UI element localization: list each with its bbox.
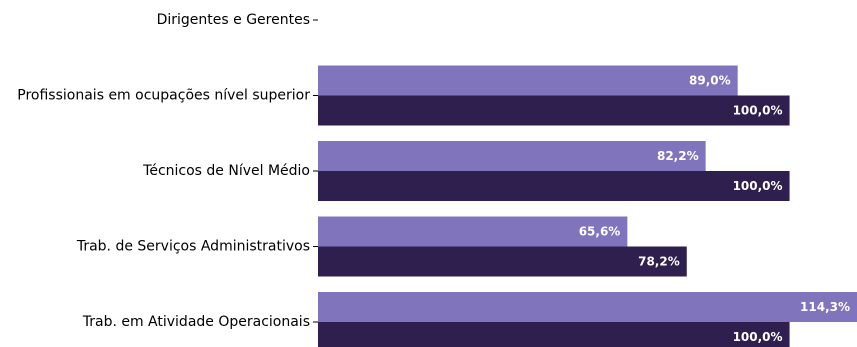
bar-series-2: [318, 95, 790, 126]
bar-series-1: [318, 141, 706, 171]
bar-series-1: [318, 292, 857, 322]
bar-value-label: 100,0%: [733, 104, 783, 118]
bar-value-label: 82,2%: [657, 149, 699, 163]
bar-series-2: [318, 246, 687, 277]
bar-series-1: [318, 216, 628, 247]
category-label: Trab. em Atividade Operacionais: [82, 314, 310, 330]
category-label: Trab. de Serviços Administrativos: [76, 239, 310, 255]
y-axis-ticks: [313, 19, 318, 323]
bar-value-label: 89,0%: [689, 74, 731, 88]
category-labels: Dirigentes e Gerentes Profissionais em oc…: [17, 12, 310, 330]
value-labels: 89,0% 100,0% 82,2% 100,0% 65,6% 78,2% 114,3% 10…: [579, 74, 850, 345]
bar-value-label: 100,0%: [733, 179, 783, 193]
category-label: Profissionais em ocupações nível superio…: [17, 88, 310, 104]
category-label: Dirigentes e Gerentes: [157, 12, 310, 28]
bars-layer: [318, 65, 857, 347]
bar-value-label: 78,2%: [638, 255, 680, 269]
bar-series-2: [318, 171, 790, 201]
bar-series-1: [318, 65, 738, 96]
bar-series-2: [318, 322, 790, 347]
bar-value-label: 100,0%: [733, 330, 783, 344]
bar-value-label: 114,3%: [800, 300, 850, 314]
bar-value-label: 65,6%: [579, 225, 621, 239]
category-label: Técnicos de Nível Médio: [142, 163, 310, 179]
